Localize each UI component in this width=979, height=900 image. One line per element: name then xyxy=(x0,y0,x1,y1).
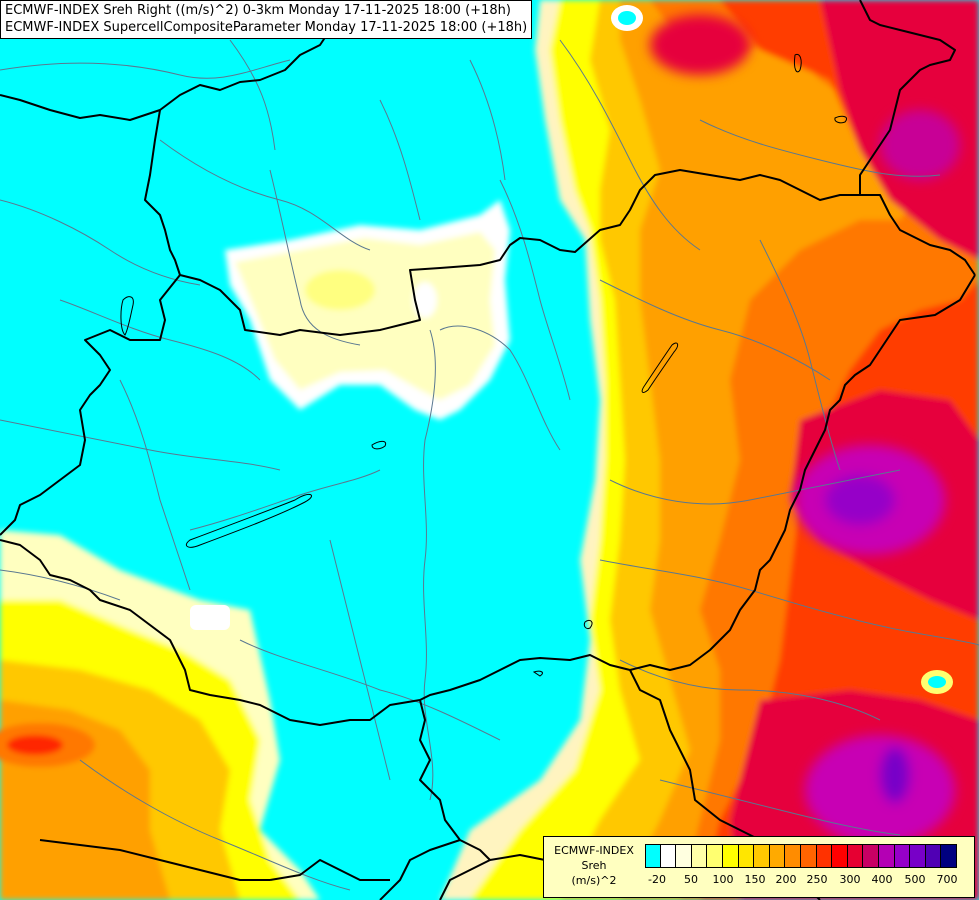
legend-swatch xyxy=(878,845,895,867)
legend-swatch xyxy=(847,845,864,867)
legend-swatch xyxy=(660,845,677,867)
legend-tick-label: 300 xyxy=(839,873,861,886)
legend-swatch xyxy=(722,845,739,867)
legend-swatch xyxy=(707,845,723,867)
legend-tick-label: 400 xyxy=(871,873,893,886)
legend-swatches xyxy=(645,844,957,868)
legend-tick-label: 50 xyxy=(684,873,698,886)
legend-swatch xyxy=(754,845,770,867)
title-line-scp: ECMWF-INDEX SupercellCompositeParameter … xyxy=(5,20,528,35)
legend-title-line3: (m/s)^2 xyxy=(571,874,617,887)
legend-swatch xyxy=(769,845,786,867)
legend-tick-label: 100 xyxy=(712,873,734,886)
legend-swatch xyxy=(894,845,911,867)
small-spots xyxy=(611,5,953,694)
legend-swatch xyxy=(863,845,879,867)
legend-tick-label: -20 xyxy=(648,873,666,886)
legend-swatch xyxy=(941,845,957,867)
title-line-sreh: ECMWF-INDEX Sreh Right ((m/s)^2) 0-3km M… xyxy=(5,3,511,18)
map-title-box: ECMWF-INDEX Sreh Right ((m/s)^2) 0-3km M… xyxy=(0,0,533,39)
legend-tick-label: 200 xyxy=(775,873,797,886)
legend-swatch xyxy=(910,845,926,867)
rivers xyxy=(0,39,979,891)
legend-swatch xyxy=(925,845,942,867)
legend-title-line2: Sreh xyxy=(581,859,607,872)
legend-tick-label: 700 xyxy=(936,873,958,886)
legend-ticks: -20 50 100 150 200 250 300 400 500 700 xyxy=(645,873,965,889)
legend-tick-label: 500 xyxy=(904,873,926,886)
central-blob xyxy=(225,200,510,420)
color-legend: ECMWF-INDEX Sreh (m/s)^2 -20 50 100 150 200 2… xyxy=(543,836,975,898)
legend-swatch xyxy=(676,845,692,867)
legend-swatch xyxy=(816,845,833,867)
legend-swatch xyxy=(832,845,848,867)
hotspots xyxy=(650,15,960,845)
legend-title-line1: ECMWF-INDEX xyxy=(554,844,634,857)
lakes xyxy=(120,53,848,677)
legend-title: ECMWF-INDEX Sreh (m/s)^2 xyxy=(546,843,642,888)
white-patch xyxy=(190,605,230,630)
legend-swatch xyxy=(800,845,817,867)
legend-tick-label: 250 xyxy=(806,873,828,886)
legend-swatch xyxy=(785,845,801,867)
legend-tick-label: 150 xyxy=(744,873,766,886)
legend-swatch xyxy=(645,845,661,867)
legend-swatch xyxy=(691,845,708,867)
southwest-field xyxy=(0,530,320,900)
legend-swatch xyxy=(738,845,755,867)
